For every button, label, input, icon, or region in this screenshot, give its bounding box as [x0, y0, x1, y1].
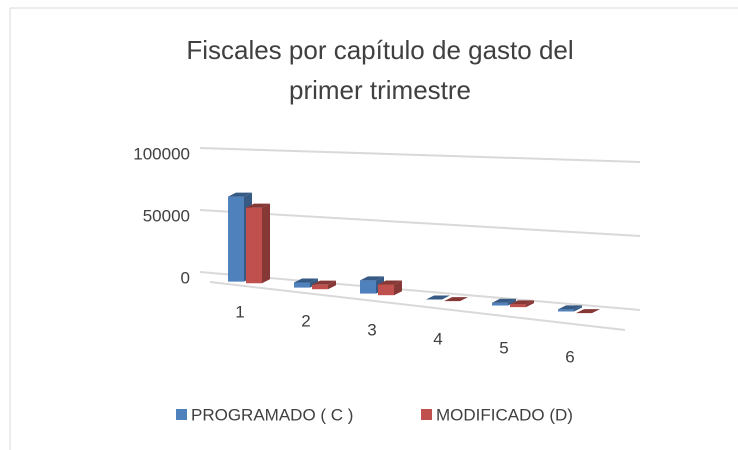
bar-front	[246, 207, 262, 284]
x-tick-label: 1	[235, 302, 244, 321]
bar-top	[510, 300, 534, 305]
legend-label: MODIFICADO (D)	[436, 405, 573, 424]
bar-top	[312, 280, 336, 285]
y-tick-label: 0	[181, 268, 190, 287]
x-tick-label: 5	[499, 338, 508, 357]
x-tick-label: 4	[433, 329, 442, 348]
bar-side	[508, 298, 516, 306]
bar	[246, 203, 270, 284]
bar-side	[574, 305, 582, 312]
floor-edge	[209, 281, 626, 331]
bar-front	[360, 280, 376, 294]
bar	[576, 309, 600, 314]
bar	[558, 305, 582, 312]
legend-swatch	[176, 409, 187, 420]
grid-line	[199, 147, 641, 163]
legend-label: PROGRAMADO ( C )	[191, 405, 353, 424]
bar	[426, 295, 450, 300]
x-tick-label: 3	[367, 320, 376, 339]
bar-top	[492, 298, 516, 303]
y-tick-label: 50000	[143, 206, 190, 225]
bar-side	[328, 280, 336, 290]
bar-front	[294, 282, 310, 288]
bar-side	[262, 203, 270, 284]
bar-top	[576, 309, 600, 314]
y-tick-label: 100000	[133, 144, 190, 163]
bar-top	[294, 278, 318, 283]
bar	[312, 280, 336, 290]
bar-front	[312, 284, 328, 290]
bar-front	[492, 302, 508, 306]
bar	[492, 298, 516, 306]
bar-top	[360, 276, 384, 281]
bar-top	[558, 305, 582, 310]
bar-front	[510, 304, 526, 308]
bar-side	[394, 280, 402, 296]
grid-line	[199, 271, 641, 311]
bar-top	[228, 192, 252, 197]
bar-top	[444, 297, 468, 302]
bar-front	[558, 309, 574, 312]
grid-line	[199, 209, 641, 237]
bar-front	[228, 196, 244, 282]
bar	[444, 297, 468, 302]
bar-top	[426, 295, 450, 300]
legend-swatch	[421, 409, 432, 420]
bar	[510, 300, 534, 308]
bar-top	[378, 280, 402, 285]
x-tick-label: 6	[565, 347, 574, 366]
bar-front	[378, 284, 394, 296]
x-tick-label: 2	[301, 311, 310, 330]
bar	[378, 280, 402, 296]
bar-side	[526, 300, 534, 308]
bar-top	[246, 203, 270, 208]
chart-title: Fiscales por capítulo de gasto del prime…	[186, 35, 574, 105]
